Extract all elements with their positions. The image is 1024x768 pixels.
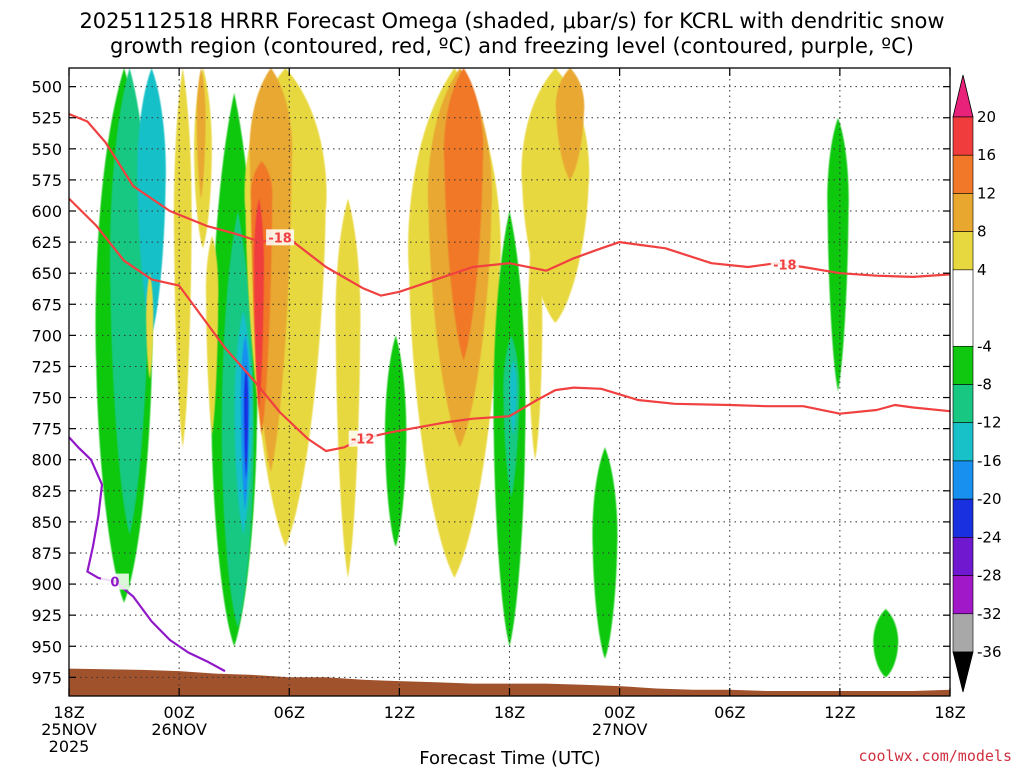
- x-tick-label-5-1: 27NOV: [592, 720, 648, 739]
- y-tick-label-525: 525: [31, 109, 62, 128]
- x-tick-label-1-1: 26NOV: [151, 720, 207, 739]
- x-tick-label-3-0: 12Z: [384, 703, 415, 722]
- colorbar-label-8: -16: [977, 452, 1002, 470]
- source-credit: coolwx.com/models: [858, 747, 1012, 765]
- colorbar-label-1: 16: [977, 146, 996, 164]
- dgz-contour-0-label-0: -18: [268, 231, 292, 246]
- dgz-contour-0-label-bg-1: [770, 256, 799, 273]
- x-tick-label-5-0: 00Z: [604, 703, 635, 722]
- y-tick-label-900: 900: [31, 575, 62, 594]
- x-tick-label-8-0: 18Z: [934, 703, 965, 722]
- colorbar-label-2: 12: [977, 184, 996, 202]
- colorbar-label-5: -4: [977, 337, 992, 355]
- y-tick-label-775: 775: [31, 420, 62, 439]
- chart-title-line-1: 2025112518 HRRR Forecast Omega (shaded, …: [79, 9, 944, 33]
- omega-region-18: [385, 335, 407, 547]
- colorbar-swatch-11: [952, 575, 974, 615]
- y-tick-label-850: 850: [31, 513, 62, 532]
- y-tick-label-725: 725: [31, 357, 62, 376]
- omega-region-9: [243, 366, 249, 479]
- y-tick-label-500: 500: [31, 78, 62, 97]
- omega-region-21: [444, 68, 484, 361]
- omega-region-30: [873, 608, 899, 678]
- y-tick-label-625: 625: [31, 233, 62, 252]
- colorbar-swatch-9: [952, 498, 974, 538]
- x-tick-label-0-0: 18Z: [53, 703, 84, 722]
- omega-region-2: [137, 68, 166, 336]
- omega-region-29: [827, 117, 849, 392]
- colorbar-swatch-0: [952, 116, 974, 156]
- x-tick-label-0-1: 25NOV: [41, 720, 97, 739]
- y-tick-label-825: 825: [31, 482, 62, 501]
- dgz-contour-0-label-bg-0: [266, 229, 295, 246]
- omega-region-28: [592, 447, 618, 659]
- x-tick-label-2-0: 06Z: [274, 703, 305, 722]
- freezing-level-contour-label-0: 0: [110, 576, 119, 591]
- colorbar-label-13: -36: [977, 643, 1002, 661]
- colorbar-label-0: 20: [977, 108, 996, 126]
- colorbar-swatch-10: [952, 537, 974, 576]
- y-axis-ticks: 500 525 550 575 600 625 650 675 700 725 750 775 800 8…: [31, 78, 950, 687]
- freezing-level-contour-label-bg-0: [100, 573, 129, 590]
- colorbar-top-arrow: [952, 74, 974, 118]
- dgz-contour-1-label-0: -12: [351, 433, 375, 448]
- colorbar-label-10: -24: [977, 528, 1002, 546]
- colorbar-swatch-5: [952, 345, 974, 385]
- colorbar-label-11: -28: [977, 567, 1002, 585]
- colorbar-swatch-4: [952, 269, 974, 347]
- x-tick-label-0-2: 2025: [49, 737, 90, 756]
- y-tick-label-600: 600: [31, 202, 62, 221]
- x-tick-label-4-0: 18Z: [494, 703, 525, 722]
- omega-region-17: [335, 198, 361, 578]
- dgz-contour-1-label-bg-0: [348, 430, 377, 447]
- grid-lines: [69, 68, 950, 696]
- chart-title-line-2: growth region (contoured, red, ºC) and f…: [110, 34, 914, 58]
- y-tick-label-950: 950: [31, 637, 62, 656]
- colorbar-swatch-6: [952, 384, 974, 424]
- dgz-contour-0-label-1: -18: [773, 258, 797, 273]
- omega-region-4: [146, 273, 154, 379]
- colorbar-swatch-8: [952, 460, 974, 500]
- y-tick-label-750: 750: [31, 389, 62, 408]
- x-tick-label-1-0: 00Z: [163, 703, 194, 722]
- colorbar-bottom-arrow: [952, 651, 974, 693]
- colorbar-label-9: -20: [977, 490, 1002, 508]
- x-tick-label-6-0: 06Z: [714, 703, 745, 722]
- colorbar-label-12: -32: [977, 605, 1002, 623]
- y-tick-label-700: 700: [31, 326, 62, 345]
- colorbar-label-7: -12: [977, 414, 1002, 432]
- omega-colorbar: 20 16 12 8 4 -4 -8 -12 -16 -20 -24 -28 -32 -36: [952, 74, 1002, 693]
- omega-region-26: [555, 68, 585, 180]
- y-tick-label-675: 675: [31, 295, 62, 314]
- colorbar-label-6: -8: [977, 376, 992, 394]
- y-tick-label-550: 550: [31, 140, 62, 159]
- freezing-level-contour-line: [69, 436, 226, 673]
- omega-region-15: [196, 68, 206, 199]
- y-tick-label-875: 875: [31, 544, 62, 563]
- omega-shading: [95, 68, 899, 678]
- colorbar-swatch-1: [952, 154, 974, 194]
- y-tick-label-800: 800: [31, 451, 62, 470]
- colorbar-swatch-12: [952, 613, 974, 653]
- x-tick-label-7-0: 12Z: [824, 703, 855, 722]
- y-tick-label-975: 975: [31, 668, 62, 687]
- colorbar-label-4: 4: [977, 261, 987, 279]
- colorbar-swatch-2: [952, 193, 974, 232]
- y-tick-label-925: 925: [31, 606, 62, 625]
- y-tick-label-650: 650: [31, 264, 62, 283]
- omega-region-3: [173, 68, 192, 448]
- dgz-contour-1-line: [69, 197, 950, 453]
- colorbar-label-3: 8: [977, 223, 987, 241]
- y-tick-label-575: 575: [31, 171, 62, 190]
- colorbar-swatch-3: [952, 231, 974, 271]
- omega-region-13: [253, 198, 264, 410]
- colorbar-swatch-7: [952, 422, 974, 462]
- contour-lines: -18 -18 -12 0: [69, 112, 950, 673]
- x-axis-label: Forecast Time (UTC): [419, 748, 600, 768]
